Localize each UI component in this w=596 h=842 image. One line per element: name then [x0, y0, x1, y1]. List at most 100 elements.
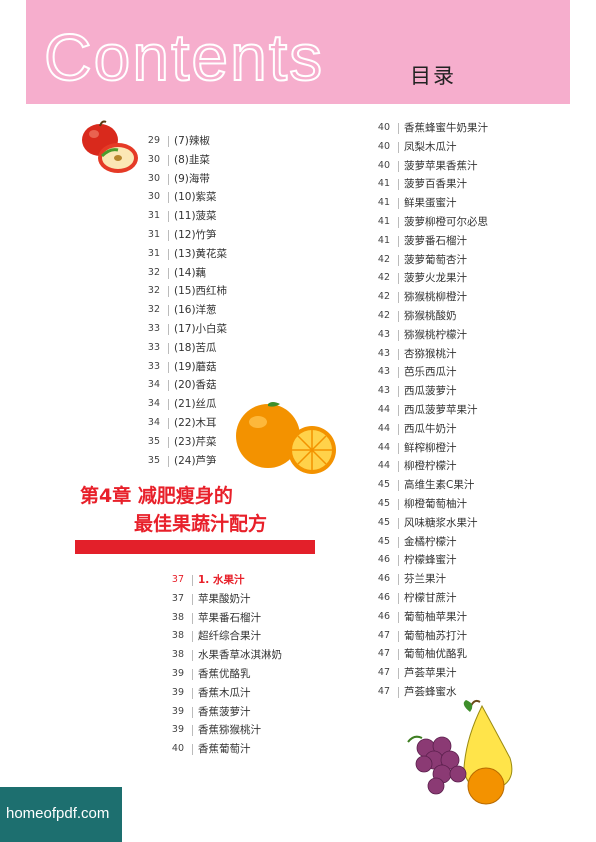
toc-entry-title: 香蕉葡萄汁 — [198, 743, 251, 756]
toc-page-number: 40 — [171, 743, 184, 755]
toc-divider — [398, 649, 399, 661]
site-logo[interactable]: homeofpdf.com — [0, 787, 122, 842]
toc-entry-title: 西瓜菠萝汁 — [404, 385, 457, 398]
toc-divider — [168, 136, 169, 147]
toc-divider — [168, 267, 169, 279]
toc-entry-title: 葡萄柚苹果汁 — [404, 610, 467, 623]
toc-divider — [168, 380, 169, 392]
toc-page-number: 31 — [147, 229, 160, 240]
toc-page-number: 43 — [377, 366, 390, 378]
toc-entry-title: 鲜榨柳橙汁 — [404, 441, 457, 454]
toc-divider — [398, 273, 399, 285]
toc-divider — [168, 192, 169, 204]
toc-page-number: 44 — [377, 404, 390, 415]
toc-page-number: 34 — [147, 379, 160, 391]
toc-page-number: 46 — [377, 554, 390, 566]
toc-page-number: 38 — [171, 630, 184, 642]
toc-page-number: 43 — [377, 347, 390, 359]
toc-entry-title: 葡萄柚优酪乳 — [404, 648, 467, 661]
toc-entry-title: 柳橙柠檬汁 — [404, 460, 457, 473]
toc-divider — [398, 217, 399, 228]
toc-page-number: 40 — [377, 122, 390, 133]
toc-entry-title: (22)木耳 — [174, 417, 217, 429]
toc-divider — [192, 612, 193, 624]
toc-entry-title: (8)韭菜 — [174, 153, 210, 166]
toc-entry-title: 菠萝苹果香蕉汁 — [404, 159, 478, 172]
toc-page-number: 39 — [171, 705, 184, 717]
orange-illustration-icon — [236, 402, 336, 474]
toc-divider — [168, 436, 169, 448]
toc-entry-title: 香蕉菠萝汁 — [198, 705, 251, 718]
toc-divider — [398, 574, 399, 586]
toc-divider — [192, 744, 193, 756]
toc-entry-title: (12)竹笋 — [174, 229, 217, 241]
toc-divider — [398, 461, 399, 473]
apple-illustration-icon — [82, 120, 138, 173]
toc-page-number: 45 — [377, 535, 390, 547]
toc-entry-title: 1. 水果汁 — [198, 574, 245, 586]
toc-entry-title: (9)海带 — [174, 172, 210, 185]
toc-page-number: 37 — [171, 574, 184, 585]
toc-divider — [168, 305, 169, 317]
toc-page-number: 37 — [171, 592, 184, 604]
toc-page-number: 34 — [147, 417, 160, 428]
site-logo-text: homeofpdf.com — [6, 805, 110, 822]
toc-entry-title: (23)芹菜 — [174, 435, 217, 448]
toc-page-number: 43 — [377, 328, 390, 340]
toc-divider — [398, 123, 399, 134]
toc-page-number: 39 — [171, 686, 184, 698]
toc-page-number: 32 — [147, 285, 160, 297]
toc-divider — [168, 361, 169, 373]
toc-entry-title: 鲜果蛋蜜汁 — [404, 197, 457, 210]
toc-entry-title: 香蕉蜂蜜牛奶果汁 — [404, 122, 488, 134]
toc-page-number: 31 — [147, 247, 160, 259]
toc-divider — [398, 141, 399, 153]
toc-page-number: 45 — [377, 516, 390, 528]
toc-divider — [168, 418, 169, 429]
toc-page-number: 29 — [147, 135, 160, 146]
toc-page-number: 47 — [377, 648, 390, 660]
chapter-heading: 第4章 减肥瘦身的 最佳果蔬汁配方 — [80, 482, 267, 538]
toc-page-number: 44 — [377, 460, 390, 472]
toc-entry-title: 芦荟苹果汁 — [404, 667, 457, 680]
toc-entry-title: 苹果酸奶汁 — [198, 592, 251, 605]
toc-divider — [398, 160, 399, 172]
toc-entry-title: 香蕉木瓜汁 — [198, 686, 251, 699]
toc-divider — [192, 631, 193, 643]
toc-divider — [168, 230, 169, 241]
toc-divider — [398, 611, 399, 623]
toc-divider — [168, 248, 169, 260]
toc-entry-title: 香蕉优酪乳 — [198, 668, 251, 680]
toc-divider — [398, 442, 399, 454]
toc-divider — [192, 725, 193, 737]
toc-entry-title: 猕猴桃柠檬汁 — [404, 328, 467, 341]
toc-divider — [168, 173, 169, 185]
toc-page-number: 44 — [377, 422, 390, 434]
toc-entry-title: 西瓜牛奶汁 — [404, 422, 457, 435]
toc-page-number: 30 — [147, 191, 160, 203]
toc-entry-title: (14)藕 — [174, 266, 207, 279]
toc-divider — [192, 687, 193, 699]
toc-entry-title: 凤梨木瓜汁 — [404, 140, 457, 153]
toc-entry-title: 苹果番石榴汁 — [198, 611, 261, 624]
toc-page-number: 33 — [147, 323, 160, 334]
toc-entry-title: 金橘柠檬汁 — [404, 535, 457, 548]
toc-page-number: 33 — [147, 341, 160, 353]
toc-divider — [398, 517, 399, 529]
toc-divider — [168, 455, 169, 467]
toc-divider — [398, 499, 399, 510]
toc-divider — [168, 211, 169, 223]
toc-entry-title: (21)丝瓜 — [174, 398, 217, 411]
toc-page-number: 38 — [171, 611, 184, 623]
toc-page-number: 42 — [377, 310, 390, 321]
toc-entry-title: 葡萄柚苏打汁 — [404, 629, 467, 642]
chapter-line-1: 第4章 减肥瘦身的 — [80, 485, 233, 507]
toc-entry-title: (13)黄花菜 — [174, 247, 228, 260]
toc-entry-title: (16)洋葱 — [174, 304, 217, 317]
toc-entry-title: 菠萝葡萄杏汁 — [404, 253, 467, 266]
toc-page-number: 34 — [147, 398, 160, 410]
toc-divider — [398, 555, 399, 567]
toc-divider — [192, 593, 193, 605]
toc-entry-title: 菠萝百香果汁 — [404, 178, 467, 191]
toc-entry-title: 菠萝柳橙可尔必思 — [404, 216, 488, 228]
